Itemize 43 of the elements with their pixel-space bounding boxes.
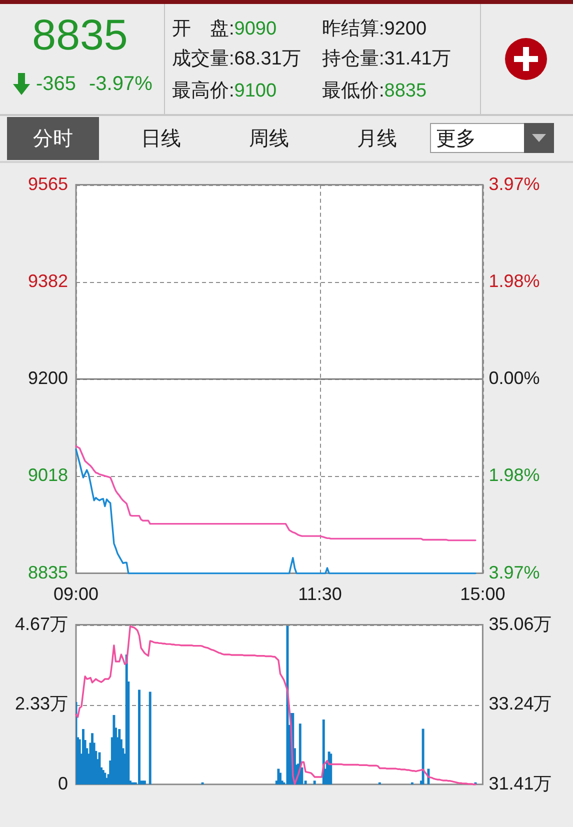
text: 最低价: — [322, 80, 384, 102]
y2-tick-label: 33.24万 — [488, 693, 552, 714]
text: 昨结算: — [322, 18, 384, 40]
bar — [138, 690, 140, 784]
y2-tick-label: 3.97% — [488, 562, 540, 582]
y-tick-label: 4.67万 — [14, 614, 68, 634]
text: 周线 — [249, 128, 289, 150]
text: 9090 — [234, 18, 277, 40]
y2-tick-label: 1.98% — [488, 271, 540, 292]
y-tick-label: 9382 — [28, 271, 68, 292]
y-tick-label: 2.33万 — [14, 694, 68, 714]
x-tick-label: 09:00 — [53, 584, 99, 604]
bar — [422, 728, 424, 784]
y2-tick-label: 1.98% — [488, 464, 540, 485]
y-tick-label: 9565 — [28, 174, 68, 194]
y2-tick-label: 0.00% — [488, 368, 540, 388]
text: 日线 — [141, 128, 181, 150]
x-tick-label: 11:30 — [298, 584, 342, 604]
text: 9200 — [384, 18, 427, 40]
text: 成交量: — [172, 48, 234, 70]
text: -365 — [36, 73, 76, 95]
x-tick-label: 15:00 — [460, 584, 506, 604]
text: 开 盘: — [172, 18, 234, 40]
y-tick-label: 8835 — [28, 562, 68, 582]
text: 持仓量: — [322, 48, 384, 70]
text: 8835 — [384, 80, 427, 102]
y-tick-label: 9200 — [28, 368, 68, 388]
text: 68.31万 — [234, 48, 301, 70]
text: 更多 — [436, 128, 476, 150]
bar — [279, 772, 282, 784]
bar — [148, 692, 152, 784]
bar — [313, 780, 316, 784]
text: 最高价: — [172, 80, 234, 102]
text: 分时 — [33, 128, 73, 150]
y-tick-label: 9018 — [28, 464, 68, 485]
y2-tick-label: 3.97% — [488, 174, 540, 194]
y-tick-label: 0 — [58, 773, 68, 794]
y2-tick-label: 35.06万 — [488, 614, 552, 634]
text: 9100 — [234, 80, 277, 102]
text: 月线 — [357, 128, 397, 150]
text: 31.41万 — [384, 48, 451, 70]
y2-tick-label: 31.41万 — [488, 773, 552, 794]
text: -3.97% — [89, 73, 152, 95]
